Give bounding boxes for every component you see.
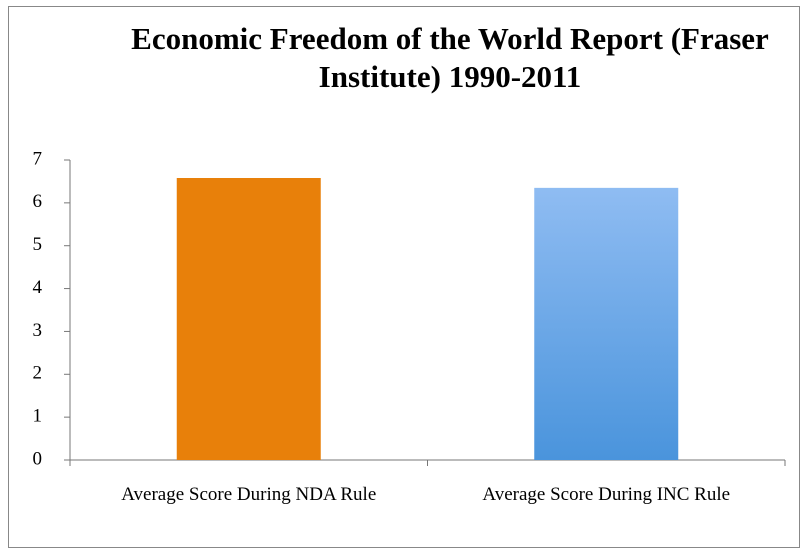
y-tick-label: 1 — [33, 406, 43, 427]
chart-title: Economic Freedom of the World Report (Fr… — [131, 21, 769, 94]
y-tick-label: 5 — [33, 234, 43, 255]
bar — [534, 187, 679, 460]
y-tick-label: 7 — [33, 148, 43, 169]
chart-frame — [8, 6, 800, 548]
y-tick-label: 0 — [33, 448, 43, 469]
y-tick-label: 2 — [33, 363, 43, 384]
x-tick-label: Average Score During NDA Rule — [121, 484, 377, 505]
y-tick-label: 6 — [33, 191, 43, 212]
x-tick-label: Average Score During INC Rule — [482, 484, 731, 505]
bar — [176, 178, 321, 460]
y-tick-label: 4 — [33, 277, 43, 298]
y-tick-label: 3 — [33, 320, 43, 341]
